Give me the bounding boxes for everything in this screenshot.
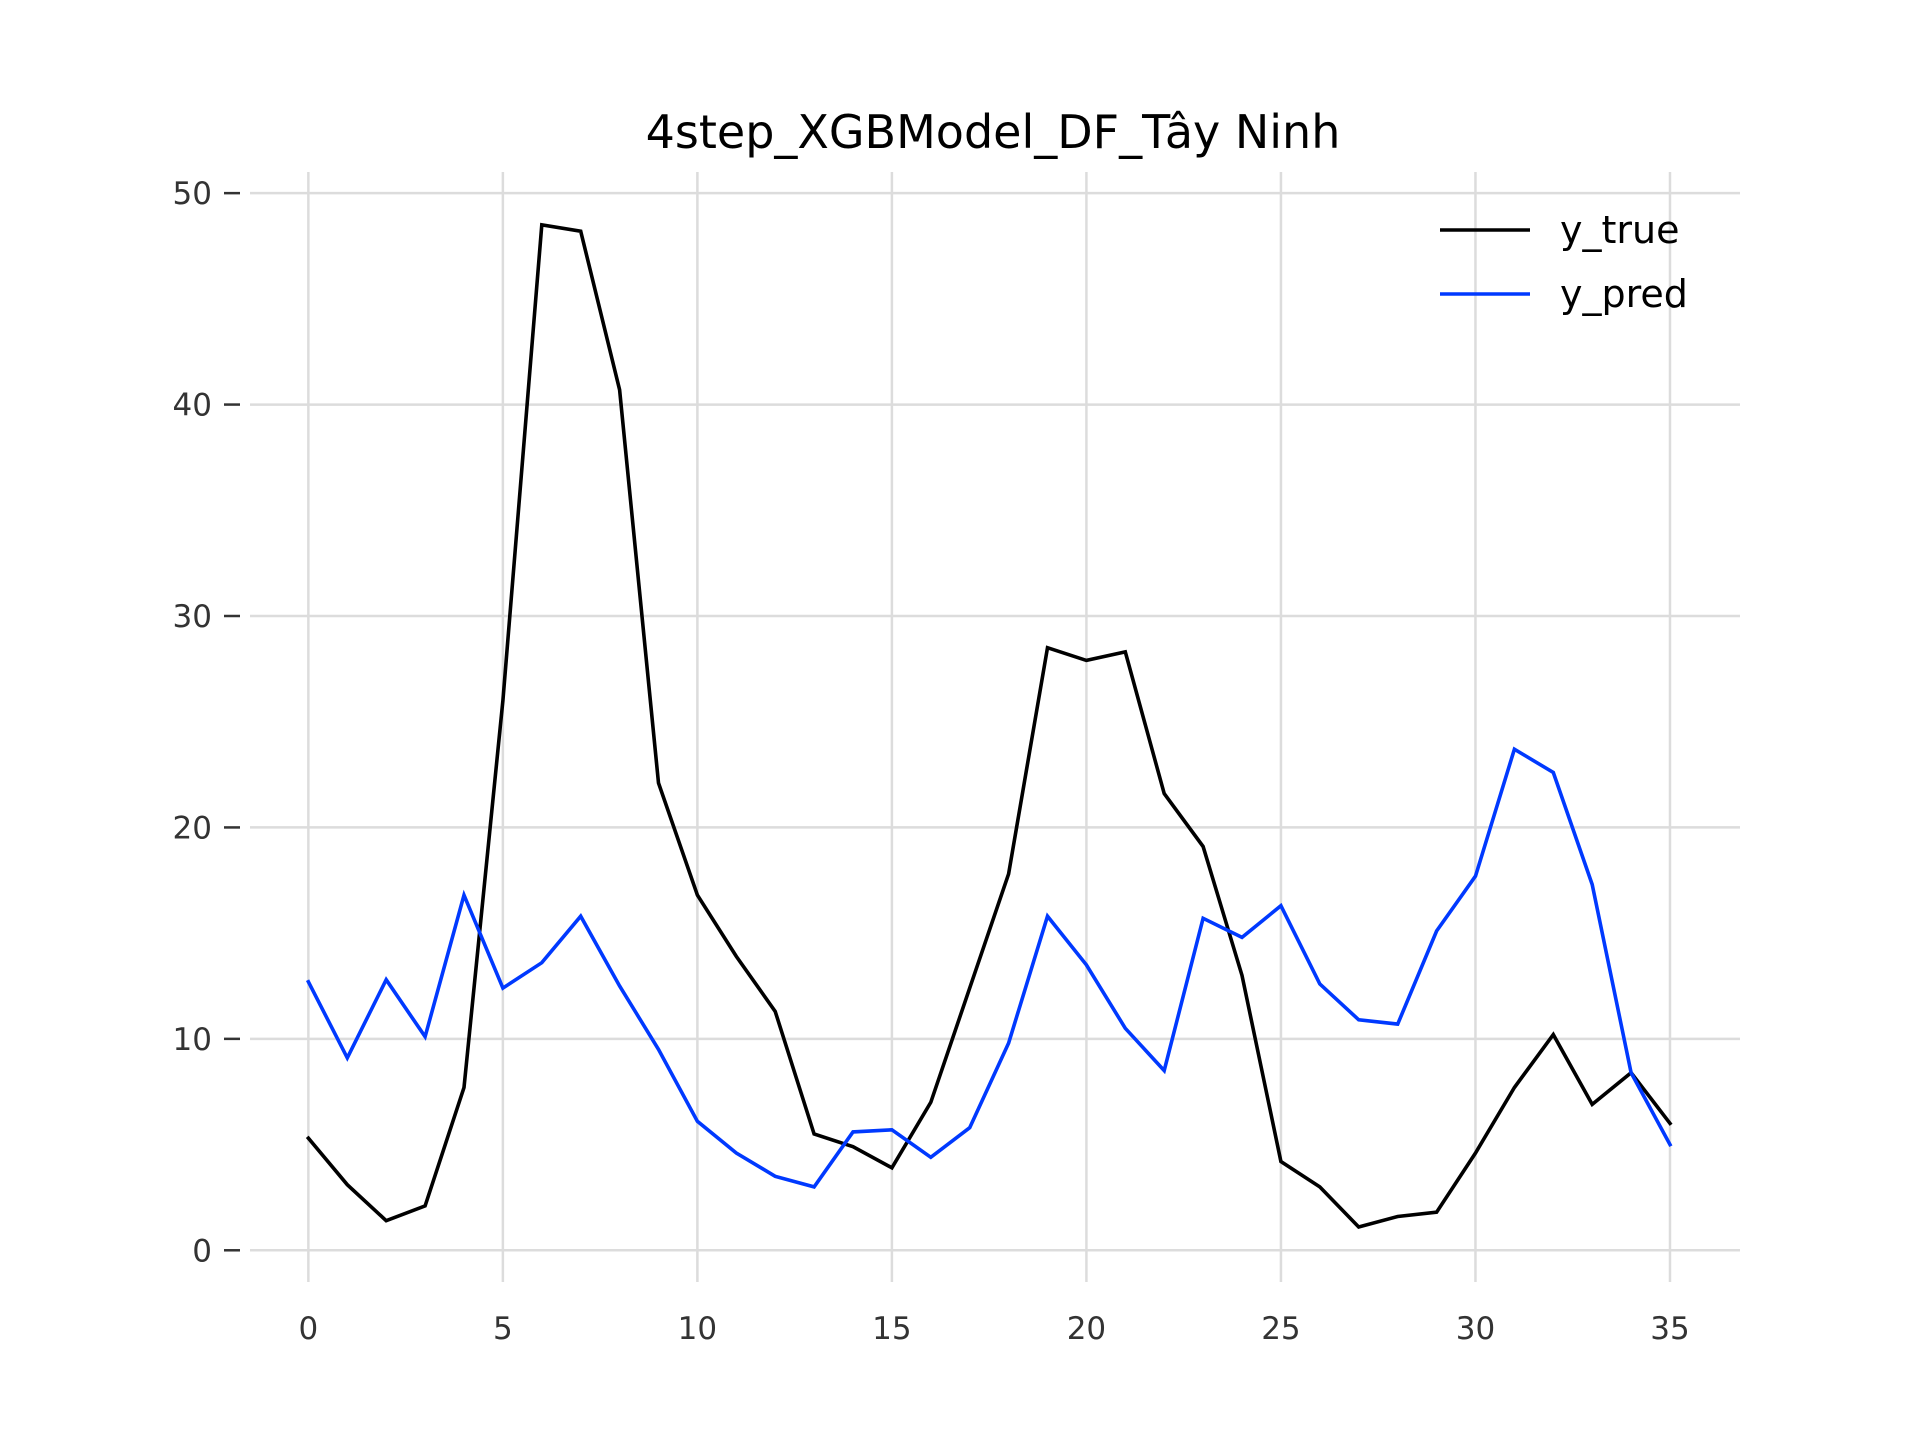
series-lines (305, 222, 1673, 1230)
chart-title: 4step_XGBModel_DF_Tây Ninh (646, 105, 1341, 159)
x-tick-label: 30 (1456, 1311, 1495, 1347)
y-tick-label: 30 (173, 599, 212, 635)
axis-ticks: 0 5 10 15 20 25 30 35 0 10 20 30 40 50 (173, 176, 1690, 1347)
x-tick-label: 25 (1261, 1311, 1300, 1347)
y-tick-label: 40 (173, 388, 212, 424)
series-line-y-pred (305, 746, 1673, 1189)
x-tick-label: 20 (1067, 1311, 1106, 1347)
y-tick-label: 10 (173, 1022, 212, 1058)
y-tick-label: 20 (173, 810, 212, 846)
grid (250, 172, 1740, 1282)
x-tick-label: 15 (872, 1311, 911, 1347)
legend-label-y-pred: y_pred (1560, 272, 1688, 316)
legend: y_true y_pred (1440, 208, 1688, 316)
x-tick-label: 35 (1650, 1311, 1689, 1347)
x-tick-label: 0 (298, 1311, 318, 1347)
x-tick-label: 10 (678, 1311, 717, 1347)
legend-label-y-true: y_true (1560, 208, 1679, 252)
series-line-y-true (305, 222, 1673, 1230)
y-tick-label: 50 (173, 176, 212, 212)
y-tick-label: 0 (192, 1233, 212, 1269)
x-tick-label: 5 (493, 1311, 513, 1347)
